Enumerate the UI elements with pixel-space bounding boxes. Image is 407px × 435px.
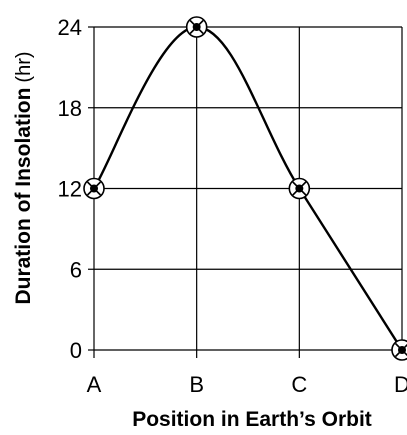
x-tick-label: C xyxy=(291,372,307,397)
y-axis-label-unit: (hr) xyxy=(13,51,35,82)
y-axis-label: Duration of Insolation (hr) xyxy=(12,51,35,304)
data-point xyxy=(391,339,407,361)
data-point-dot xyxy=(398,346,406,354)
x-tick-label: D xyxy=(394,372,407,397)
y-tick-label: 6 xyxy=(70,257,82,282)
x-axis-ticks: A B C D xyxy=(87,350,407,397)
x-axis-label: Position in Earth’s Orbit xyxy=(132,408,372,431)
data-point xyxy=(288,177,311,200)
y-tick-label: 0 xyxy=(70,338,82,363)
data-point-dot xyxy=(90,184,98,193)
y-axis-label-text: Duration of Insolation xyxy=(12,88,35,305)
y-axis-ticks: 0 6 12 18 24 xyxy=(58,15,94,363)
y-tick-label: 12 xyxy=(58,177,82,202)
x-tick-label: A xyxy=(87,372,102,397)
data-markers xyxy=(83,16,407,361)
y-tick-label: 18 xyxy=(58,96,82,121)
y-tick-label: 24 xyxy=(58,15,82,40)
data-point-dot xyxy=(192,23,201,31)
series-line xyxy=(92,25,404,351)
data-point-dot xyxy=(295,184,304,193)
grid xyxy=(93,26,403,351)
data-point xyxy=(83,177,105,200)
x-tick-label: B xyxy=(189,372,204,397)
data-point xyxy=(185,16,208,38)
